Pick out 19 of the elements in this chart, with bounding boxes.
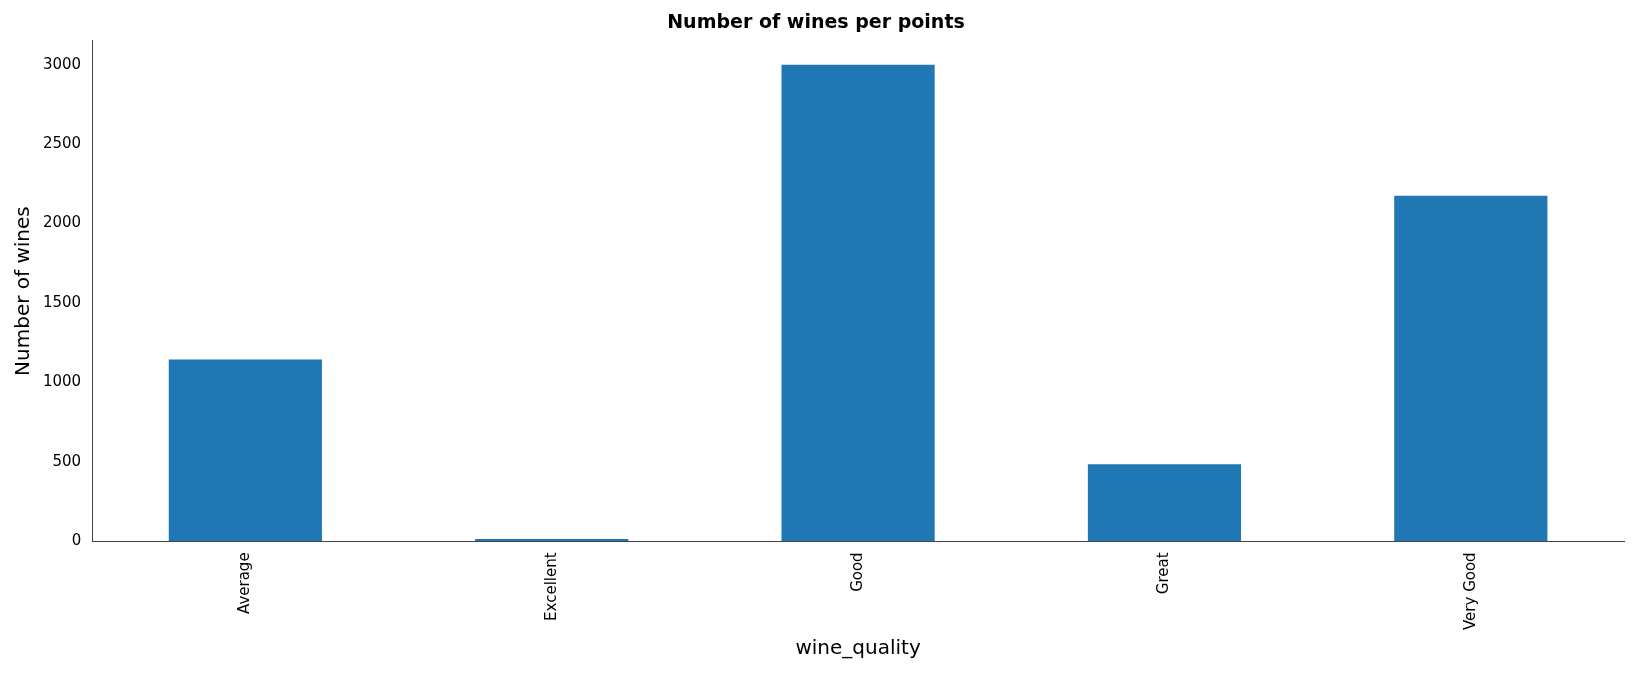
x-tick-label: Average bbox=[235, 552, 254, 614]
bar bbox=[1087, 464, 1242, 542]
y-tick-label: 3000 bbox=[42, 54, 82, 73]
x-axis-title: wine_quality bbox=[795, 635, 921, 660]
y-tick-label: 0 bbox=[71, 531, 82, 550]
bar bbox=[781, 64, 935, 542]
x-tick-label: Excellent bbox=[541, 552, 560, 621]
y-axis-title: Number of wines bbox=[10, 206, 35, 376]
x-tick-label: Great bbox=[1154, 552, 1173, 595]
x-tick-label: Good bbox=[847, 552, 866, 592]
y-tick-label: 2000 bbox=[42, 213, 82, 232]
y-tick-label: 2500 bbox=[42, 133, 82, 152]
y-tick-label: 500 bbox=[52, 451, 82, 470]
y-tick-label: 1000 bbox=[42, 372, 82, 391]
bar bbox=[168, 359, 322, 542]
x-tick-label: Very Good bbox=[1460, 552, 1479, 630]
y-tick-label: 1500 bbox=[42, 292, 82, 311]
bar bbox=[1394, 195, 1548, 542]
chart-title: Number of wines per points bbox=[667, 10, 965, 33]
